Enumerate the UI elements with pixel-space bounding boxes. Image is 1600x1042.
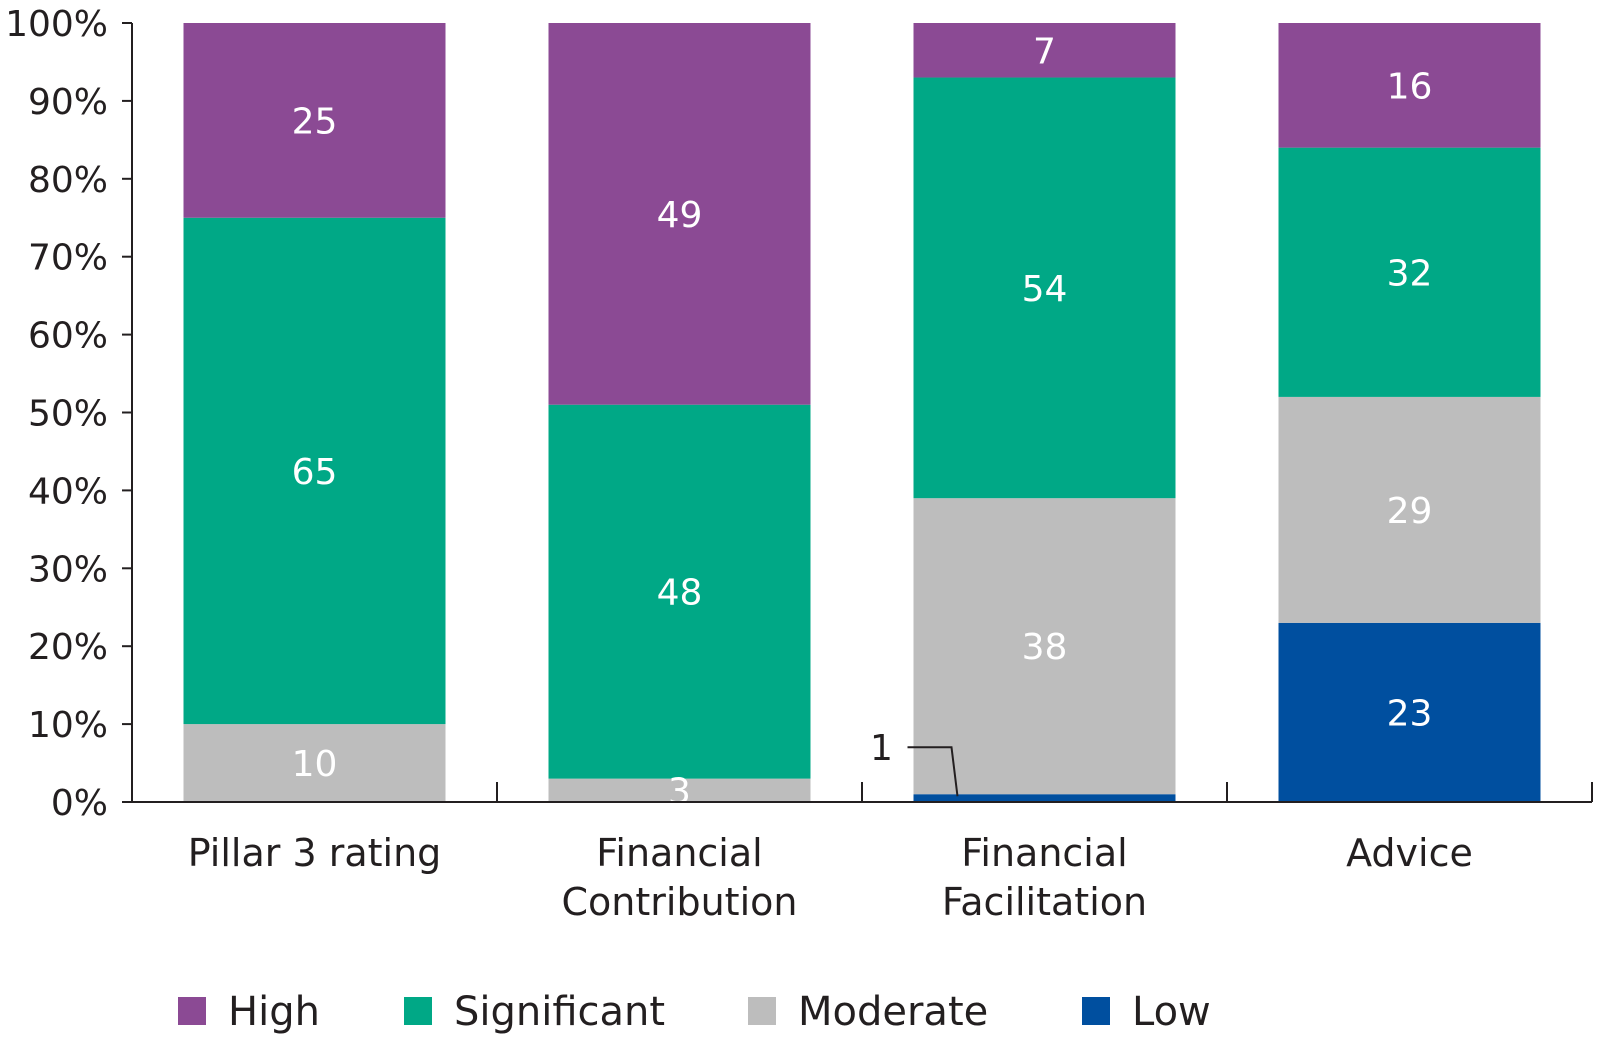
legend-label-moderate: Moderate (798, 989, 988, 1035)
bar-segment-moderate-1 (548, 778, 811, 802)
y-tick-label-40: 40% (28, 471, 108, 512)
legend-item-low: Low (1082, 989, 1211, 1035)
category-labels-layer: Pillar 3 rating Financial Contribution Fina… (188, 831, 1473, 924)
data-label-significant-0: 65 (292, 452, 338, 493)
data-label-moderate-3: 29 (1387, 491, 1433, 532)
data-label-high-0: 25 (292, 101, 338, 142)
y-tick-label-70: 70% (28, 238, 108, 279)
y-tick-label-100: 100% (5, 4, 108, 45)
data-label-low-2: 1 (870, 728, 893, 769)
legend-item-moderate: Moderate (748, 989, 988, 1035)
y-tick-label-10: 10% (28, 705, 108, 746)
data-label-low-3: 23 (1387, 693, 1433, 734)
bar-segment-high-2 (913, 23, 1176, 78)
y-tick-label-0: 0% (51, 783, 108, 824)
data-label-significant-1: 48 (657, 573, 703, 614)
y-tick-label-80: 80% (28, 160, 108, 201)
legend-label-low: Low (1132, 989, 1211, 1035)
segment-labels-layer: 10 65 25 3 48 49 1 38 54 7 23 29 32 16 (292, 31, 1433, 812)
data-label-high-2: 7 (1033, 31, 1056, 72)
bars-layer (183, 23, 1541, 802)
bar-segment-moderate-0 (183, 724, 446, 802)
legend-swatch-significant (404, 997, 432, 1025)
category-label-2: Financial Facilitation (942, 831, 1147, 924)
category-label-3: Advice (1346, 831, 1473, 875)
bar-segment-high-1 (548, 23, 811, 405)
y-tick-label-20: 20% (28, 627, 108, 668)
legend-item-high: High (178, 989, 320, 1035)
bar-segment-significant-1 (548, 404, 811, 779)
category-label-0: Pillar 3 rating (188, 831, 442, 875)
bar-segment-significant-2 (913, 77, 1176, 499)
data-label-moderate-1: 3 (668, 771, 691, 812)
data-label-moderate-2: 38 (1022, 627, 1068, 668)
legend-item-significant: Significant (404, 989, 665, 1035)
data-label-significant-3: 32 (1387, 253, 1433, 294)
legend-label-significant: Significant (454, 989, 665, 1035)
data-label-moderate-0: 10 (292, 744, 338, 785)
data-label-high-3: 16 (1387, 66, 1433, 107)
legend-label-high: High (228, 989, 320, 1035)
data-label-high-1: 49 (657, 195, 703, 236)
axes-layer: 0% 10% 20% 30% 40% 50% 60% 70% 80% 90% 100% (5, 4, 1593, 824)
bar-segment-high-3 (1278, 23, 1541, 148)
callout-leader-line-2 (907, 746, 959, 797)
bar-segment-significant-0 (183, 217, 446, 725)
y-tick-label-30: 30% (28, 549, 108, 590)
data-label-significant-2: 54 (1022, 269, 1068, 310)
category-label-1: Financial Contribution (562, 831, 798, 924)
bar-segment-low-2 (913, 794, 1176, 802)
y-tick-label-50: 50% (28, 394, 108, 435)
bar-segment-significant-3 (1278, 147, 1541, 397)
bar-segment-low-3 (1278, 622, 1541, 802)
legend-swatch-moderate (748, 997, 776, 1025)
legend-swatch-high (178, 997, 206, 1025)
bar-segment-moderate-2 (913, 498, 1176, 795)
legend-swatch-low (1082, 997, 1110, 1025)
y-tick-label-90: 90% (28, 82, 108, 123)
legend: High Significant Moderate Low (178, 989, 1211, 1035)
y-tick-label-60: 60% (28, 316, 108, 357)
bar-segment-moderate-3 (1278, 396, 1541, 623)
bar-segment-high-0 (183, 23, 446, 218)
